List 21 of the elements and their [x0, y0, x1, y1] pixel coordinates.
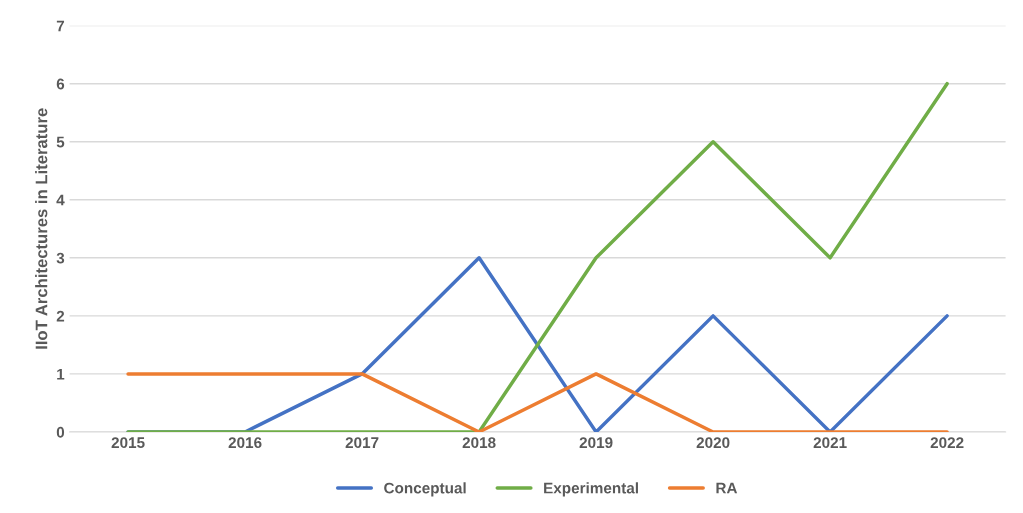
- legend-label: Experimental: [544, 482, 638, 497]
- y-tick-label: 4: [56, 194, 65, 206]
- y-tick-label: 2: [56, 310, 65, 322]
- y-tick-label: 1: [57, 368, 65, 380]
- y-tick-label: 6: [56, 78, 65, 90]
- legend-label: Conceptual: [384, 482, 466, 497]
- y-tick-label: 7: [56, 20, 65, 32]
- x-tick-label: 2020: [696, 437, 730, 449]
- y-tick-label: 3: [56, 252, 65, 264]
- x-tick-label: 2016: [228, 437, 262, 449]
- line-series: [126, 81, 949, 432]
- y-tick-label: 0: [56, 426, 65, 438]
- y-tick-label: 5: [56, 136, 65, 148]
- x-tick-label: 2015: [111, 437, 145, 449]
- y-axis-title: IIoT Architectures in Literature: [35, 108, 48, 349]
- x-tick-label: 2021: [813, 437, 847, 449]
- x-tick-label: 2017: [345, 437, 379, 449]
- legend-label: RA: [716, 482, 738, 494]
- x-tick-label: 2019: [579, 437, 613, 449]
- x-tick-label: 2022: [930, 437, 964, 449]
- x-tick-label: 2018: [462, 437, 496, 449]
